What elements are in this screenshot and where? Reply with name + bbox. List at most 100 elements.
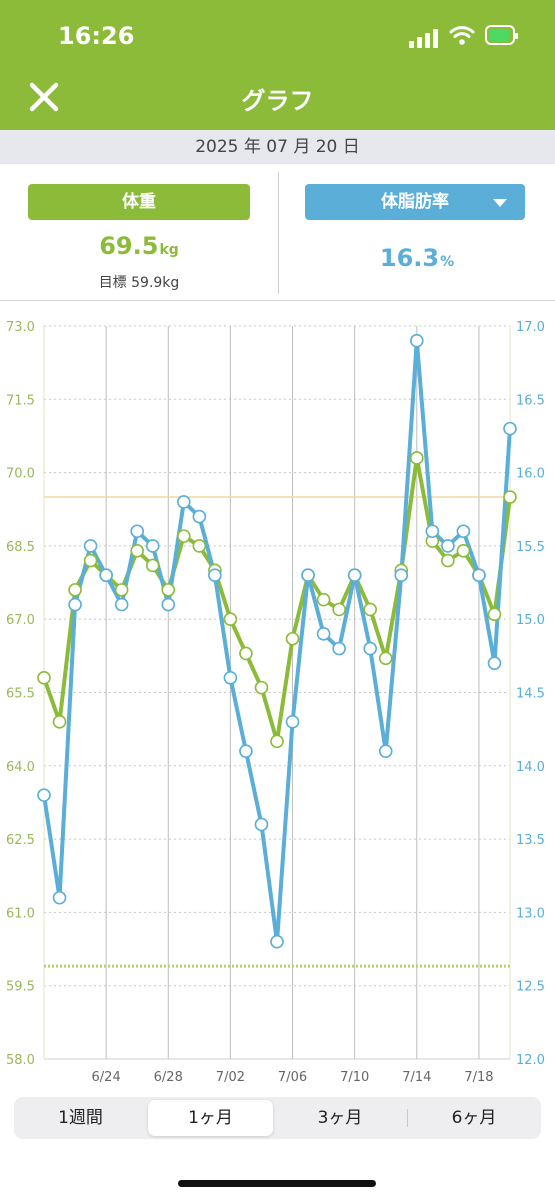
body-fat-point [130,524,144,539]
body-fat-unit: % [440,254,455,270]
body-fat-point [316,627,331,641]
home-indicator [178,1180,376,1187]
close-icon [29,82,59,112]
body-fat-point [378,744,393,758]
weight-point [363,602,378,617]
weight-point [239,646,253,661]
weight-fat-chart[interactable]: 73.0 71.5 70.0 68.5 67.0 65.5 64.0 62.5 61.0 59.5… [0,301,555,1091]
right-axis-tick: 13.0 [516,906,545,921]
weight-point [378,651,393,666]
body-fat-point [254,817,269,832]
weight-unit: kg [159,242,179,258]
wifi-icon [449,26,475,45]
section-divider [0,300,555,301]
right-axis-tick: 15.5 [516,540,545,555]
body-fat-point [347,568,362,583]
weight-series-line [42,455,512,744]
weight-point [254,680,269,695]
body-fat-value: 16.3% [279,244,555,272]
x-axis-tick: 7/14 [402,1070,431,1085]
body-fat-point [441,539,455,553]
x-axis-tick: 7/10 [340,1070,369,1085]
body-fat-point [161,597,176,612]
weight-point [83,553,98,568]
weight-point [37,671,51,685]
range-tab-6months[interactable]: 6ヶ月 [451,1108,497,1128]
right-axis-tick: 14.5 [516,687,545,702]
body-fat-point [285,715,300,729]
weight-point [270,734,284,749]
body-fat-point [425,524,440,539]
x-axis-tick: 7/18 [464,1070,493,1085]
weight-point [68,583,82,597]
left-axis-tick: 58.0 [6,1053,35,1068]
left-axis-tick: 67.0 [6,613,35,628]
range-tab-1week[interactable]: 1週間 [58,1108,103,1128]
range-segmented-control: 1週間 1ヶ月 3ヶ月 6ヶ月 [14,1097,541,1139]
body-fat-series-line [42,338,512,944]
body-fat-point [145,539,160,553]
body-fat-value-number: 16.3 [379,244,440,272]
right-axis-tick: 17.0 [516,320,545,335]
right-axis-tick: 15.0 [516,613,545,628]
x-axis-tick: 6/24 [92,1070,121,1085]
right-axis-tick: 16.5 [516,393,545,408]
body-fat-point [223,671,238,685]
body-fat-point [83,539,98,553]
x-axis-tick: 6/28 [154,1070,183,1085]
left-axis-tick: 61.0 [6,906,35,921]
page-title: グラフ [241,87,314,115]
weight-value-number: 69.5 [99,232,159,260]
weight-point [441,553,455,568]
weight-goal: 目標 59.9kg [98,275,180,291]
weight-point [409,451,424,465]
weight-point [223,612,238,627]
body-fat-point [208,568,222,583]
left-axis-tick: 59.5 [6,980,35,995]
weight-point [316,592,331,607]
body-fat-point [394,568,409,583]
body-fat-point [503,421,517,436]
right-axis-tick: 12.0 [516,1053,545,1068]
weight-point [130,543,144,558]
right-axis-tick: 16.0 [516,467,545,482]
body-fat-point [270,934,284,949]
weight-point [52,715,67,729]
right-axis-tick: 14.0 [516,760,545,775]
range-tab-1month[interactable]: 1ヶ月 [148,1100,273,1136]
body-fat-point [177,495,191,509]
weight-point [285,631,300,646]
body-fat-point [363,641,378,656]
body-fat-label: 体脂肪率 [381,192,449,212]
body-fat-point [37,788,51,802]
weight-point [177,529,191,543]
left-axis-tick: 73.0 [6,320,35,335]
weight-point [487,607,502,622]
chevron-down-icon [493,199,507,207]
body-fat-point [409,333,424,348]
left-axis-tick: 70.0 [6,467,35,482]
body-fat-point [99,568,113,583]
weight-metric-button[interactable]: 体重 [28,184,250,220]
battery-icon [485,25,518,45]
body-fat-point [114,597,129,612]
weight-point [503,490,517,504]
close-button[interactable] [22,75,66,119]
body-fat-point [332,641,346,656]
body-fat-dropdown[interactable]: 体脂肪率 [305,184,525,220]
x-axis-tick: 7/02 [216,1070,245,1085]
x-axis-tick: 7/06 [278,1070,307,1085]
left-axis-tick: 64.0 [6,760,35,775]
body-fat-point [487,656,502,670]
weight-point [114,583,129,597]
weight-point [145,558,160,573]
body-fat-point [239,744,253,758]
segment-divider [407,1109,408,1127]
date-label: 2025 年 07 月 20 日 [0,130,555,164]
panel-divider [278,172,279,294]
range-tab-3months[interactable]: 3ヶ月 [317,1108,363,1128]
body-fat-point [472,568,486,583]
left-axis-tick: 65.5 [6,687,35,702]
weight-panel: 体重 69.5kg 目標 59.9kg [0,164,278,300]
right-axis-tick: 13.5 [516,833,545,848]
